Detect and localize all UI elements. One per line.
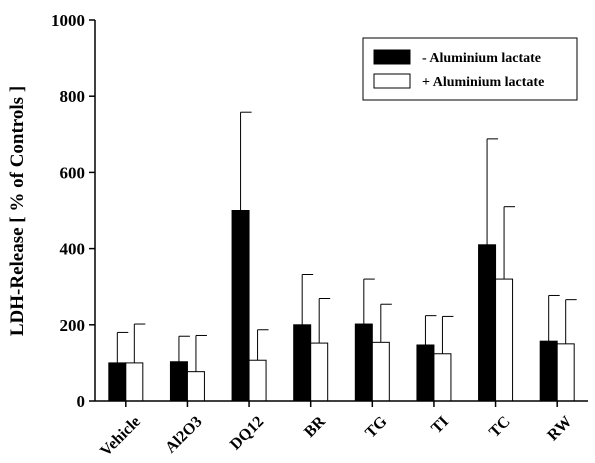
y-tick-label: 200: [60, 316, 86, 335]
x-tick-label: Al2O3: [162, 413, 205, 456]
plot-area: [108, 111, 577, 402]
bar-minus-tc: [478, 244, 497, 402]
bar-minus-rw: [539, 340, 558, 402]
legend-box: [362, 37, 578, 101]
y-tick-label: 400: [60, 240, 86, 259]
y-tick-label: 800: [60, 87, 86, 106]
bar-minus-al2o3: [169, 361, 188, 402]
y-tick-label: 0: [77, 392, 86, 411]
x-tick-label: TC: [486, 413, 514, 441]
x-tick-label: Vehicle: [97, 413, 144, 460]
bar-minus-br: [293, 324, 312, 402]
bar-plus-tg: [371, 341, 390, 402]
bar-plus-rw: [556, 343, 575, 402]
bar-plus-vehicle: [125, 362, 144, 402]
x-tick-label: DQ12: [227, 413, 267, 453]
y-tick-label: 1000: [51, 11, 85, 30]
bar-plus-br: [310, 342, 329, 402]
y-axis-label: LDH-Release [ % of Controls ]: [7, 86, 28, 336]
legend-swatch-series-1: [373, 49, 411, 65]
x-axis: Vehicle Al2O3 DQ12 BR TG TI TC RW: [95, 400, 588, 460]
bar-minus-vehicle: [108, 362, 127, 402]
bar-plus-dq12: [248, 359, 267, 402]
bar-plus-al2o3: [186, 371, 205, 402]
legend-label-series-2: + Aluminium lactate: [422, 75, 544, 90]
bar-minus-tg: [354, 323, 373, 402]
legend-label-series-1: - Aluminium lactate: [422, 51, 541, 66]
legend-swatch-series-2: [373, 73, 411, 89]
x-tick-label: RW: [544, 413, 575, 444]
bar-minus-dq12: [231, 210, 250, 402]
x-tick-label: BR: [301, 413, 329, 441]
x-tick-label: TI: [428, 413, 452, 437]
bar-minus-ti: [416, 344, 435, 402]
bar-plus-tc: [495, 278, 514, 402]
y-tick-label: 600: [60, 163, 86, 182]
legend: - Aluminium lactate + Aluminium lactate: [362, 37, 578, 101]
x-tick-label: TG: [362, 413, 391, 442]
bar-plus-ti: [433, 353, 452, 402]
y-axis: 0 200 400 600 800 1000: [51, 11, 96, 411]
